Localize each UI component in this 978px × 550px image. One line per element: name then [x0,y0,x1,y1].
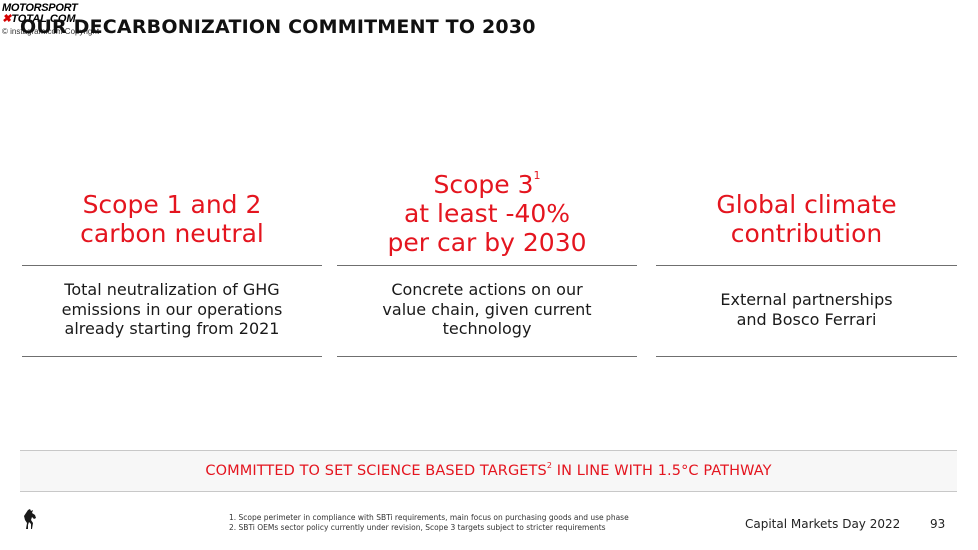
column-description: Total neutralization of GHG emissions in… [22,280,322,339]
heading-line: contribution [730,219,883,248]
watermark: MOTORSPORT ✖TOTAL.COM © instagram.com Co… [2,3,122,37]
heading-line: Global climate [716,190,897,219]
column-scope-3: Scope 31 at least -40% per car by 2030 C… [337,161,637,338]
desc-line: Total neutralization of GHG [64,280,280,299]
watermark-x-icon: ✖ [2,13,12,25]
prancing-horse-icon [24,509,36,529]
footnote: 2. SBTi OEMs sector policy currently und… [229,523,606,532]
banner-text-after: IN LINE WITH 1.5°C PATHWAY [552,463,772,479]
column-description: Concrete actions on our value chain, giv… [337,280,637,339]
divider [337,356,637,357]
divider [656,356,957,357]
heading-line: at least -40% [403,199,571,228]
watermark-brand-text: TOTAL.COM [11,13,76,25]
watermark-brand-line2: ✖TOTAL.COM [2,14,76,25]
heading-line: Scope 1 and 2 [82,190,262,219]
watermark-copyright: © instagram.com Copyright [2,27,100,36]
desc-line: and Bosco Ferrari [736,309,877,329]
desc-line: emissions in our operations [61,299,283,319]
divider [22,356,322,357]
page-number: 93 [930,517,946,531]
divider [337,265,637,266]
commitment-banner: COMMITTED TO SET SCIENCE BASED TARGETS2 … [20,450,957,492]
column-heading: Scope 1 and 2 carbon neutral [22,190,322,248]
desc-line: already starting from 2021 [64,319,280,338]
desc-line: value chain, given current [382,299,592,319]
desc-line: External partnerships [720,290,893,309]
footnote-marker: 2 [546,461,553,470]
desc-line: technology [442,319,532,338]
footer-label: Capital Markets Day 2022 [745,517,901,531]
column-heading: Scope 31 at least -40% per car by 2030 [337,161,637,257]
heading-line: carbon neutral [80,219,264,248]
desc-line: Concrete actions on our [391,280,583,299]
footnote-marker: 1 [533,169,541,182]
watermark-brand-line1: MOTORSPORT [2,2,78,14]
banner-text: COMMITTED TO SET SCIENCE BASED TARGETS2 … [20,461,957,479]
heading-line: Scope 31 [337,161,637,199]
heading-line: per car by 2030 [387,228,587,257]
column-heading: Global climate contribution [656,190,957,248]
column-description: External partnerships and Bosco Ferrari [656,290,957,329]
footnotes: 1. Scope perimeter in compliance with SB… [229,513,629,533]
divider [22,265,322,266]
footnote: 1. Scope perimeter in compliance with SB… [229,513,629,522]
divider [656,265,957,266]
column-scope-1-2: Scope 1 and 2 carbon neutral Total neutr… [22,190,322,338]
banner-text-before: COMMITTED TO SET SCIENCE BASED TARGETS [205,463,547,479]
slide-title: OUR DECARBONIZATION COMMITMENT TO 2030 [20,16,536,38]
heading-text: Scope 3 [433,170,534,199]
column-global-climate: Global climate contribution External par… [656,190,957,329]
